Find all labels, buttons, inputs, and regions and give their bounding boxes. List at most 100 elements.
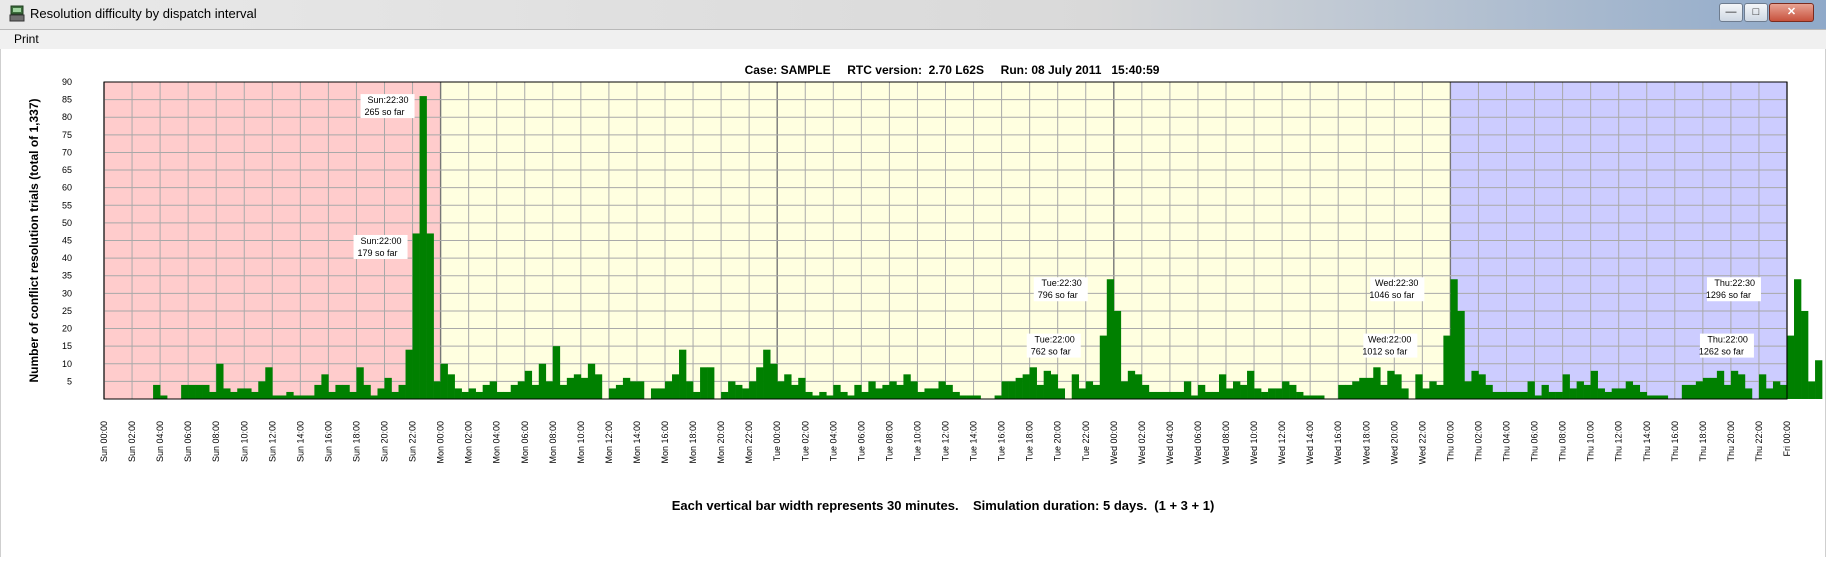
bar bbox=[468, 388, 476, 399]
x-tick-label: Tue 22:00 bbox=[1081, 421, 1091, 461]
x-tick-label: Wed 10:00 bbox=[1249, 421, 1259, 464]
x-tick-label: Tue 20:00 bbox=[1053, 421, 1063, 461]
x-tick-label: Tue 00:00 bbox=[772, 421, 782, 461]
x-axis-label: Each vertical bar width represents 30 mi… bbox=[672, 498, 1215, 513]
y-tick-label: 15 bbox=[62, 341, 72, 351]
bar bbox=[826, 395, 834, 399]
bar bbox=[377, 388, 385, 399]
bar bbox=[1092, 384, 1101, 399]
bar bbox=[798, 377, 806, 399]
bar bbox=[1190, 395, 1199, 399]
bar bbox=[1099, 335, 1108, 399]
bar bbox=[496, 391, 505, 399]
x-tick-label: Sun 16:00 bbox=[323, 421, 333, 462]
x-tick-label: Mon 16:00 bbox=[660, 421, 670, 464]
bar bbox=[1415, 374, 1423, 399]
bar bbox=[896, 384, 904, 399]
bar bbox=[1569, 388, 1577, 399]
minimize-icon: — bbox=[1725, 6, 1737, 18]
menu-print[interactable]: Print bbox=[14, 32, 39, 46]
x-tick-label: Mon 00:00 bbox=[436, 421, 446, 464]
bar bbox=[524, 370, 533, 399]
annotation-time: Tue:22:30 bbox=[1042, 278, 1082, 288]
x-tick-label: Mon 20:00 bbox=[716, 421, 726, 464]
bar bbox=[300, 395, 308, 399]
y-tick-label: 5 bbox=[67, 376, 72, 386]
annotation-box bbox=[1370, 277, 1425, 302]
bar bbox=[910, 381, 918, 399]
menu-bar: Print bbox=[0, 30, 1826, 50]
maximize-button[interactable]: □ bbox=[1744, 3, 1768, 22]
bar bbox=[1401, 388, 1409, 399]
bar bbox=[216, 363, 224, 399]
bar bbox=[412, 233, 420, 399]
bar bbox=[1765, 388, 1774, 399]
bar bbox=[777, 381, 785, 399]
bar bbox=[1422, 388, 1430, 399]
close-button[interactable]: ✕ bbox=[1769, 3, 1814, 22]
bar bbox=[1457, 310, 1465, 399]
bar bbox=[756, 367, 764, 399]
annotation-time: Sun:22:30 bbox=[368, 95, 409, 105]
bar bbox=[1730, 370, 1739, 399]
x-tick-label: Mon 18:00 bbox=[688, 421, 698, 464]
annotation-time: Wed:22:00 bbox=[1368, 335, 1411, 345]
bar bbox=[559, 384, 568, 399]
bar bbox=[622, 377, 631, 399]
bar bbox=[1576, 381, 1584, 399]
bar bbox=[552, 346, 561, 399]
bar bbox=[1709, 377, 1718, 399]
bar bbox=[475, 391, 483, 399]
x-tick-label: Thu 04:00 bbox=[1502, 421, 1512, 462]
bar bbox=[1057, 388, 1066, 399]
bar bbox=[868, 381, 876, 399]
bar bbox=[293, 395, 301, 399]
minimize-button[interactable]: — bbox=[1719, 3, 1743, 22]
annotation-count: 1046 so far bbox=[1369, 290, 1414, 300]
bar bbox=[854, 384, 862, 399]
bar bbox=[707, 367, 715, 399]
bar bbox=[629, 381, 638, 399]
bar bbox=[1106, 279, 1115, 399]
bar bbox=[440, 363, 448, 399]
bar bbox=[1310, 395, 1318, 399]
bar bbox=[1352, 381, 1360, 399]
bar bbox=[363, 384, 371, 399]
bar bbox=[903, 374, 911, 399]
x-tick-label: Wed 06:00 bbox=[1193, 421, 1203, 464]
annotation-count: 1262 so far bbox=[1699, 347, 1744, 357]
bar bbox=[1240, 384, 1248, 399]
y-tick-label: 70 bbox=[62, 147, 72, 157]
bar bbox=[1450, 279, 1458, 399]
annotation-box bbox=[1026, 333, 1081, 358]
bar bbox=[454, 388, 462, 399]
x-tick-label: Thu 00:00 bbox=[1445, 421, 1455, 462]
y-tick-label: 40 bbox=[62, 253, 72, 263]
bar bbox=[1127, 370, 1136, 399]
bar bbox=[1625, 381, 1634, 399]
bar bbox=[1646, 395, 1655, 399]
bar bbox=[489, 381, 497, 399]
x-tick-label: Tue 12:00 bbox=[941, 421, 951, 461]
bar bbox=[924, 388, 932, 399]
bar bbox=[805, 391, 813, 399]
bar bbox=[1134, 374, 1143, 399]
bar bbox=[1744, 388, 1753, 399]
bar bbox=[1071, 374, 1080, 399]
bar bbox=[973, 395, 981, 399]
bar bbox=[419, 96, 427, 399]
x-tick-label: Tue 18:00 bbox=[1025, 421, 1035, 461]
bar bbox=[1464, 381, 1472, 399]
bar bbox=[693, 391, 701, 399]
x-tick-label: Wed 14:00 bbox=[1305, 421, 1315, 464]
close-icon: ✕ bbox=[1786, 6, 1797, 18]
x-tick-label: Tue 10:00 bbox=[912, 421, 922, 461]
x-tick-label: Mon 10:00 bbox=[576, 421, 586, 464]
bar bbox=[657, 388, 666, 399]
y-tick-label: 25 bbox=[62, 306, 72, 316]
bar bbox=[1162, 391, 1171, 399]
x-tick-label: Wed 16:00 bbox=[1333, 421, 1343, 464]
x-tick-label: Wed 04:00 bbox=[1165, 421, 1175, 464]
bar bbox=[1808, 381, 1816, 399]
bar bbox=[672, 374, 680, 399]
